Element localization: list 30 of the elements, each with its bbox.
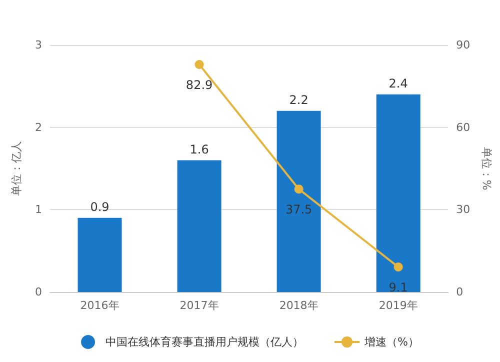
data-label: 2.4 — [388, 76, 408, 90]
y-tick-label: 0 — [35, 286, 42, 298]
point — [294, 184, 304, 194]
y-tick-label: 2 — [35, 120, 42, 134]
y2-tick-label: 90 — [456, 38, 470, 52]
y2-axis-title: 单位：% — [480, 146, 493, 190]
bar — [376, 94, 420, 292]
data-label: 0.9 — [90, 200, 110, 214]
y2-tick-label: 0 — [456, 286, 464, 298]
data-label: 82.9 — [186, 78, 213, 92]
y2-tick-label: 60 — [456, 120, 470, 134]
data-label: 2.2 — [289, 92, 308, 107]
point — [394, 262, 403, 272]
x-tick-label: 2019年 — [378, 299, 418, 312]
x-tick-label: 2018年 — [279, 299, 318, 312]
y-axis-title: 单位：亿人 — [10, 141, 23, 196]
data-label: 1.6 — [190, 142, 209, 156]
x-tick-label: 2016年 — [80, 299, 120, 312]
y2-tick-label: 30 — [456, 203, 470, 216]
legend-label: 增速（%） — [364, 336, 419, 348]
point — [194, 60, 204, 69]
bar — [78, 218, 122, 292]
legend-label: 中国在线体育赛事直播用户规模（亿人） — [106, 336, 304, 348]
y-tick-label: 1 — [35, 203, 42, 216]
bar — [177, 160, 222, 292]
x-tick-label: 2017年 — [180, 299, 219, 312]
bar — [276, 110, 321, 292]
data-label: 37.5 — [285, 202, 312, 217]
data-label: 9.1 — [388, 280, 408, 295]
y-tick-label: 3 — [35, 38, 42, 52]
